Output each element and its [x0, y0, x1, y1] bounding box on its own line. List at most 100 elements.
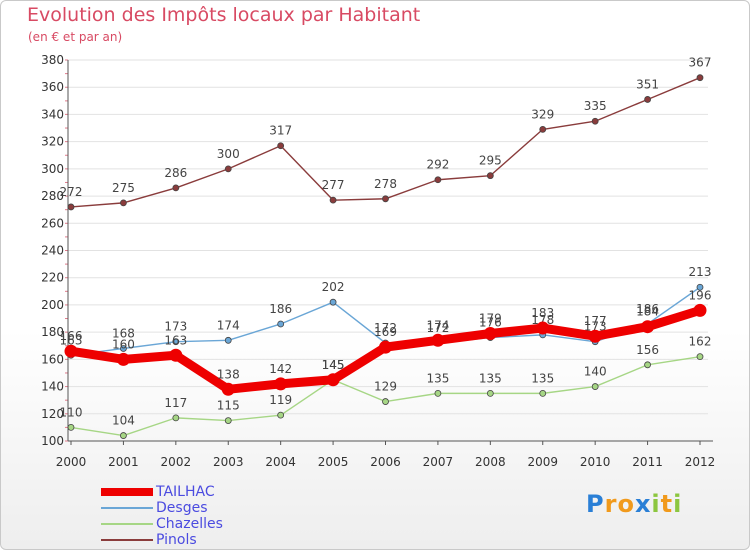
data-label-desges: 173	[584, 320, 607, 334]
data-point-chazelles	[67, 423, 75, 431]
data-label-desges: 172	[374, 321, 397, 335]
y-tick-label: 240	[41, 244, 64, 258]
logo-letter: P	[586, 490, 605, 518]
data-label-tailhac: 179	[479, 312, 502, 326]
y-tick-label: 320	[41, 135, 64, 149]
y-tick-label: 120	[41, 407, 64, 421]
data-label-desges: 163	[60, 333, 83, 347]
y-tick-label: 220	[41, 271, 64, 285]
data-label-pinols: 367	[689, 56, 712, 70]
data-point-desges	[120, 345, 127, 352]
data-label-pinols: 272	[60, 185, 83, 199]
logo-letter: t	[660, 490, 674, 518]
y-tick-label: 180	[41, 325, 64, 339]
data-label-chazelles: 115	[217, 399, 240, 413]
y-tick-label: 140	[41, 380, 64, 394]
data-point-pinols	[539, 125, 547, 133]
data-point-pinols	[486, 172, 494, 180]
data-point-desges	[172, 338, 180, 346]
data-label-tailhac: 184	[636, 305, 659, 319]
data-label-chazelles: 145	[322, 358, 345, 372]
series-chazelles: 110 104 117 115 119 145 129 135 135 135 140 156 162	[60, 335, 712, 439]
logo-letter: i	[673, 490, 683, 518]
data-label-desges: 176	[479, 316, 502, 330]
data-label-desges: 186	[636, 302, 659, 316]
x-tick-label: 2003	[213, 455, 244, 469]
data-label-tailhac: 160	[112, 337, 135, 351]
data-label-pinols: 329	[531, 107, 554, 121]
data-point-tailhac	[64, 344, 78, 358]
y-tick-label: 380	[41, 53, 64, 67]
x-tick-label: 2009	[527, 455, 558, 469]
data-point-tailhac	[431, 333, 445, 347]
legend-label-pinols: Pinols	[156, 532, 197, 548]
data-point-pinols	[329, 196, 337, 204]
chart-title: Evolution des Impôts locaux par Habitant	[27, 4, 421, 26]
data-label-desges: 213	[689, 265, 712, 279]
data-label-chazelles: 162	[689, 335, 712, 349]
data-point-desges	[277, 320, 285, 328]
chart-subtitle: (en € et par an)	[28, 30, 123, 44]
data-label-tailhac: 145	[322, 358, 345, 372]
data-label-tailhac: 169	[374, 325, 397, 339]
data-point-tailhac	[588, 329, 602, 343]
legend-label-chazelles: Chazelles	[156, 516, 223, 532]
data-label-desges: 186	[269, 302, 292, 316]
data-label-pinols: 292	[426, 158, 449, 172]
data-point-tailhac	[379, 340, 392, 354]
x-tick-label: 2012	[685, 455, 716, 469]
x-tick-label: 2010	[580, 455, 611, 469]
data-label-desges: 168	[112, 326, 135, 340]
data-label-tailhac: 196	[689, 288, 712, 302]
data-label-desges: 174	[217, 318, 240, 332]
x-tick-label: 2004	[265, 455, 296, 469]
data-label-desges: 172	[426, 321, 449, 335]
legend-swatch-pinols	[101, 539, 153, 541]
y-tick-label: 200	[41, 298, 64, 312]
logo-letter: o	[617, 490, 635, 518]
data-label-chazelles: 117	[164, 396, 187, 410]
x-tick-label: 2006	[370, 455, 401, 469]
x-tick-label: 2008	[475, 455, 506, 469]
logo-letter: i	[651, 490, 661, 518]
y-tick-label: 100	[41, 434, 64, 448]
data-label-pinols: 335	[584, 99, 607, 113]
data-point-pinols	[224, 165, 232, 173]
data-point-tailhac	[169, 348, 183, 362]
data-point-desges	[224, 336, 232, 344]
data-label-pinols: 275	[112, 181, 135, 195]
y-tick-label: 280	[41, 189, 64, 203]
data-point-chazelles	[172, 414, 180, 422]
data-point-pinols	[67, 203, 75, 211]
data-point-chazelles	[591, 383, 599, 390]
series-pinols: 272 275 286 300 317 277 278 292 295 329 335 351 367	[60, 56, 712, 211]
legend-label-tailhac: TAILHAC	[156, 484, 215, 500]
data-label-pinols: 295	[479, 154, 502, 168]
data-point-pinols	[382, 195, 389, 203]
data-point-tailhac	[693, 303, 707, 317]
data-point-desges	[329, 298, 337, 306]
legend-swatch-tailhac	[101, 488, 153, 496]
data-label-desges: 202	[322, 280, 345, 294]
x-tick-label: 2000	[56, 455, 87, 469]
series-tailhac: 166 160 163 138 142 145 169 174 179 183 177 184 196	[60, 288, 712, 396]
data-point-tailhac	[326, 373, 340, 387]
data-point-pinols	[277, 142, 285, 150]
data-point-tailhac	[536, 321, 550, 335]
data-label-tailhac: 183	[531, 306, 554, 320]
y-tick-label: 160	[41, 352, 64, 366]
data-label-pinols: 351	[636, 77, 659, 91]
data-label-pinols: 300	[217, 147, 240, 161]
logo-letter: r	[604, 490, 618, 518]
x-tick-label: 2007	[423, 455, 454, 469]
data-point-chazelles	[224, 417, 232, 424]
data-label-pinols: 317	[269, 124, 292, 138]
data-label-tailhac: 166	[60, 329, 83, 343]
data-point-tailhac	[274, 377, 288, 391]
data-point-chazelles	[539, 389, 547, 397]
data-label-desges: 178	[531, 313, 554, 327]
data-point-chazelles	[486, 389, 494, 397]
data-label-pinols: 278	[374, 177, 397, 191]
data-point-tailhac	[483, 327, 497, 341]
